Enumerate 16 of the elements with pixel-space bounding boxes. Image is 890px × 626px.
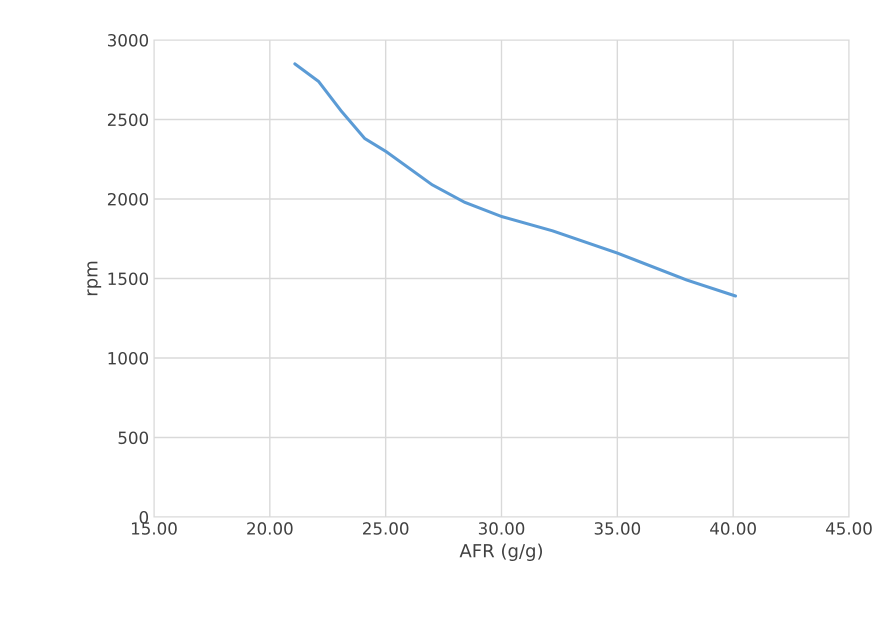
- y-tick-label: 1500: [108, 272, 148, 286]
- x-axis-title: AFR (g/g): [460, 544, 542, 562]
- y-axis-title: rpm: [87, 262, 102, 296]
- x-tick-label: 45.00: [826, 522, 872, 535]
- x-tick-label: 25.00: [363, 522, 408, 535]
- x-tick-label: 40.00: [710, 522, 756, 535]
- x-tick-label: 30.00: [478, 522, 524, 535]
- line-series: [293, 62, 738, 298]
- x-tick-label: 35.00: [594, 522, 640, 535]
- y-tick-label: 1000: [108, 352, 148, 365]
- y-tick-label: 2500: [108, 113, 148, 126]
- y-tick-label: 2000: [108, 192, 148, 206]
- y-tick-label: 3000: [108, 34, 148, 47]
- x-tick-label: 20.00: [247, 522, 293, 535]
- x-tick-label: 15.00: [132, 522, 177, 535]
- y-tick-label: 500: [118, 431, 148, 444]
